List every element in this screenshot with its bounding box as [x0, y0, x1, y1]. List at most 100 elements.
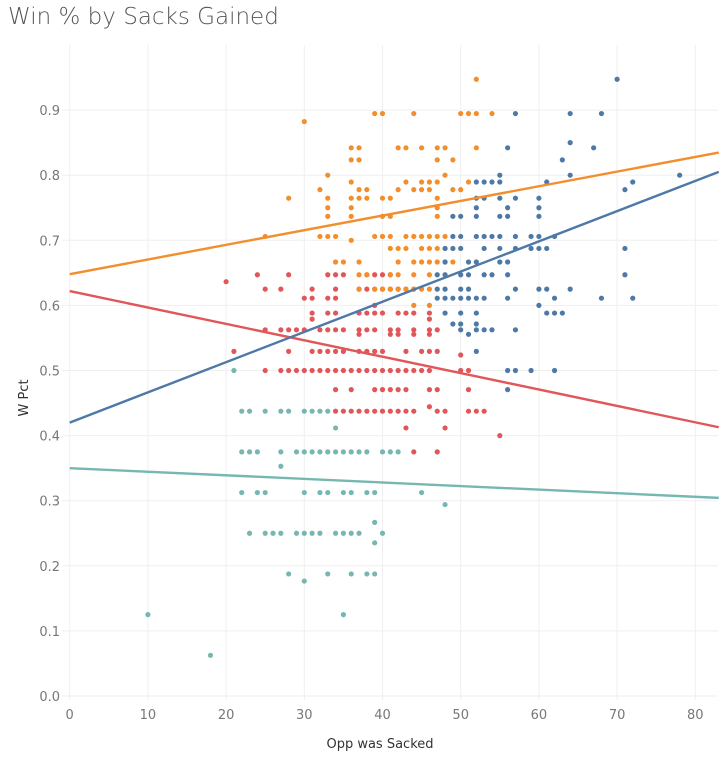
data-point	[246, 408, 253, 414]
data-point	[473, 295, 479, 301]
data-point	[317, 367, 323, 374]
data-point	[395, 408, 401, 414]
data-point	[254, 449, 260, 455]
data-point	[364, 195, 370, 201]
data-point	[458, 245, 464, 252]
data-point	[426, 286, 433, 292]
data-point	[473, 213, 479, 219]
data-point	[489, 110, 495, 117]
data-point	[551, 295, 558, 301]
data-point	[497, 213, 503, 219]
data-point	[340, 612, 346, 618]
data-point	[622, 272, 628, 278]
data-point	[426, 387, 433, 393]
data-point	[426, 316, 433, 322]
data-point	[442, 259, 448, 265]
data-point	[536, 213, 542, 219]
data-point	[473, 145, 479, 151]
data-point	[497, 433, 503, 439]
data-point	[332, 408, 339, 414]
data-point	[309, 295, 315, 301]
x-tick-label: 60	[531, 708, 548, 723]
x-tick-label: 50	[452, 708, 469, 723]
data-point	[450, 259, 456, 265]
data-point	[301, 578, 307, 584]
x-tick-label: 20	[218, 708, 235, 723]
data-point	[411, 331, 417, 337]
data-point	[309, 316, 315, 322]
data-point	[473, 321, 479, 327]
data-point	[434, 327, 440, 333]
chart-title: Win % by Sacks Gained	[8, 4, 279, 30]
data-point	[411, 187, 417, 193]
data-point	[395, 286, 401, 292]
y-tick-label: 0.3	[39, 495, 60, 510]
data-point	[372, 387, 378, 393]
data-point	[567, 140, 573, 146]
data-point	[434, 348, 440, 354]
data-point	[450, 245, 456, 252]
data-point	[395, 331, 401, 337]
x-tick-label: 70	[609, 708, 626, 723]
data-point	[239, 449, 245, 455]
data-point	[497, 259, 503, 265]
data-point	[356, 157, 362, 163]
data-point	[426, 245, 433, 252]
data-point	[559, 157, 565, 163]
trend-line	[69, 289, 720, 429]
data-point	[364, 286, 370, 292]
data-point	[348, 530, 354, 536]
data-point	[403, 387, 409, 393]
data-point	[317, 489, 323, 496]
data-point	[434, 408, 440, 414]
data-point	[465, 408, 472, 414]
data-point	[372, 408, 378, 414]
data-point	[278, 530, 284, 536]
data-point	[356, 272, 362, 278]
data-point	[395, 145, 401, 151]
data-point	[372, 571, 378, 577]
data-point	[301, 408, 307, 414]
data-point	[419, 489, 425, 496]
data-point	[278, 408, 284, 414]
data-point	[512, 367, 519, 374]
data-point	[411, 272, 417, 278]
data-point	[309, 367, 315, 374]
data-point	[387, 327, 393, 333]
data-point	[528, 367, 534, 374]
data-point	[340, 408, 346, 414]
data-point	[426, 331, 433, 337]
data-point	[458, 110, 464, 117]
data-point	[512, 286, 519, 292]
data-point	[348, 571, 354, 577]
data-point	[403, 348, 409, 354]
data-point	[372, 367, 378, 374]
data-point	[481, 327, 487, 333]
data-point	[434, 272, 440, 278]
data-point	[348, 367, 354, 374]
data-point	[551, 367, 558, 374]
data-point	[379, 530, 386, 536]
data-point	[512, 110, 519, 117]
data-point	[332, 327, 339, 333]
data-point	[544, 245, 550, 252]
data-point	[544, 179, 550, 185]
trend-line	[69, 466, 719, 500]
data-point	[630, 295, 636, 301]
data-point	[379, 367, 386, 374]
data-point	[473, 348, 479, 354]
data-point	[458, 286, 464, 292]
y-tick-label: 0.9	[39, 104, 60, 119]
data-point	[387, 387, 393, 393]
data-point	[458, 321, 464, 327]
data-point	[145, 612, 151, 618]
data-point	[348, 195, 354, 201]
data-point	[411, 367, 417, 374]
data-point	[528, 245, 534, 252]
data-point	[356, 331, 362, 337]
data-point	[364, 272, 370, 278]
data-point	[387, 367, 393, 374]
data-point	[395, 387, 401, 393]
data-point	[497, 233, 503, 240]
data-point	[372, 110, 378, 117]
